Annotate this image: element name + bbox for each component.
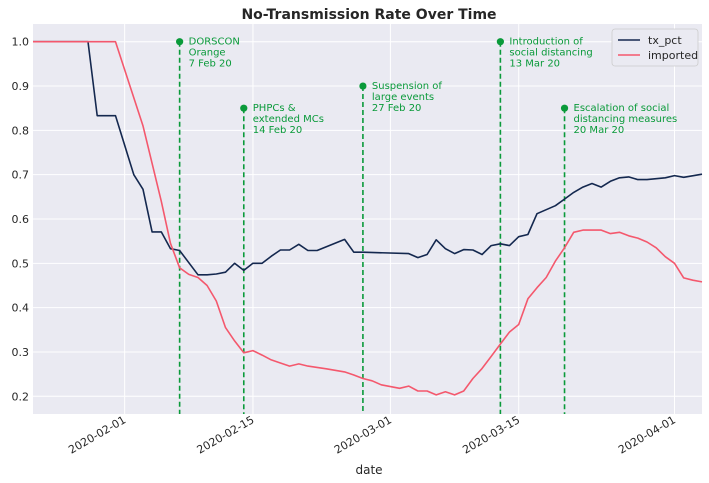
event-label-2: PHPCs & <box>253 103 296 114</box>
event-marker-1 <box>176 38 184 46</box>
event-marker-4 <box>496 38 504 46</box>
event-label-4: Introduction of <box>509 37 583 48</box>
event-label-1: Orange <box>189 48 226 59</box>
event-label-1: 7 Feb 20 <box>189 59 232 70</box>
legend-box <box>611 28 699 67</box>
event-label-2: extended MCs <box>253 114 324 125</box>
x-tick-label: 2020-03-01 <box>332 413 394 456</box>
x-tick-label: 2020-03-15 <box>460 413 522 456</box>
event-label-5: distancing measures <box>574 114 678 125</box>
x-axis-label: date <box>355 463 382 477</box>
event-label-3: Suspension of <box>372 81 442 92</box>
event-label-3: large events <box>372 92 434 103</box>
event-label-2: 14 Feb 20 <box>253 125 303 136</box>
legend: tx_pct imported <box>611 28 699 67</box>
y-tick-label: 0.2 <box>12 390 30 403</box>
series-line-tx_pct <box>33 40 703 276</box>
event-marker-5 <box>560 104 569 112</box>
x-tick-label: 2020-02-15 <box>195 413 257 456</box>
y-axis-ticks: 0.2 0.3 0.4 0.5 0.6 0.7 0.8 0.9 1.0 <box>12 36 30 404</box>
y-tick-label: 1.0 <box>12 36 30 49</box>
event-label-5: 20 Mar 20 <box>574 125 625 136</box>
chart-title: No-Transmission Rate Over Time <box>241 7 496 23</box>
legend-label-imported: imported <box>648 49 698 62</box>
legend-label-tx_pct: tx_pct <box>648 34 682 47</box>
y-tick-label: 0.6 <box>12 213 30 226</box>
event-label-1: DORSCON <box>189 37 240 48</box>
x-axis-ticks: 2020-02-01 2020-02-15 2020-03-01 2020-03-15… <box>66 413 678 456</box>
event-marker-2 <box>240 104 248 112</box>
event-label-5: Escalation of social <box>574 103 670 114</box>
series-lines <box>33 40 703 396</box>
grid-lines <box>33 24 702 414</box>
x-tick-label: 2020-02-01 <box>66 413 128 456</box>
event-marker-3 <box>359 82 367 90</box>
y-tick-label: 0.7 <box>12 169 30 182</box>
series-line-imported <box>33 40 703 396</box>
y-tick-label: 0.4 <box>12 302 30 315</box>
event-label-3: 27 Feb 20 <box>372 103 422 114</box>
y-tick-label: 0.5 <box>12 257 30 270</box>
y-tick-label: 0.9 <box>12 80 30 93</box>
event-label-4: social distancing <box>509 48 592 59</box>
y-tick-label: 0.8 <box>12 124 30 137</box>
y-tick-label: 0.3 <box>12 346 30 359</box>
event-annotations <box>178 41 566 414</box>
event-label-4: 13 Mar 20 <box>509 59 560 70</box>
x-tick-label: 2020-04-01 <box>616 413 678 456</box>
